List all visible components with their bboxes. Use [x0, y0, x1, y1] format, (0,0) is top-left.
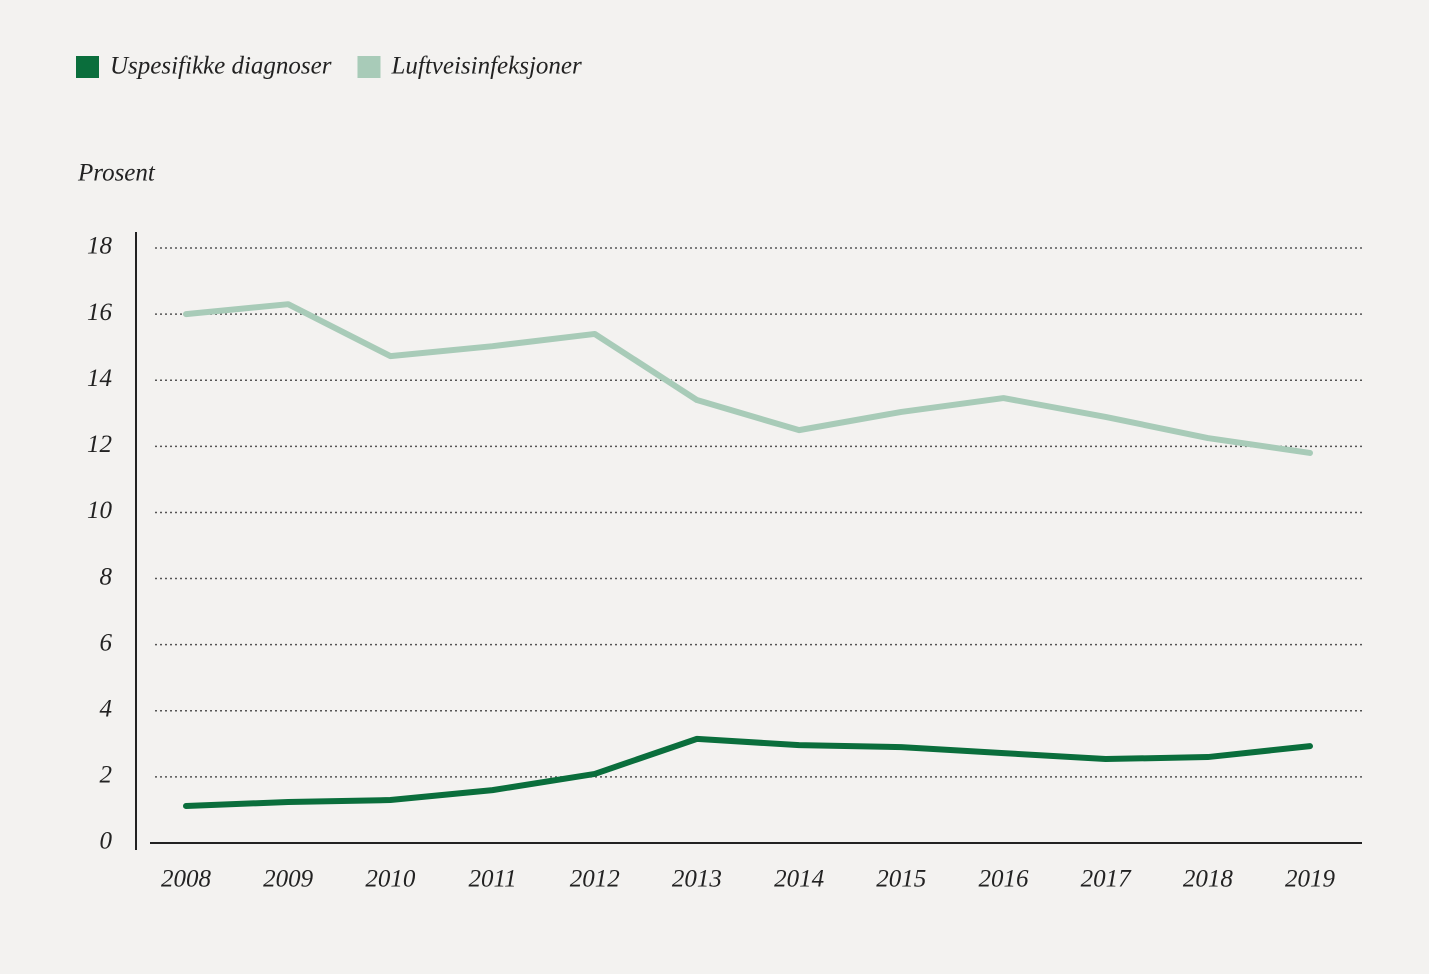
y-tick-label: 0: [100, 828, 113, 855]
y-tick-label: 6: [100, 629, 113, 656]
x-tick-label: 2011: [468, 866, 516, 893]
x-tick-label: 2018: [1183, 866, 1234, 893]
series-line: [183, 735, 1313, 809]
legend-swatch: [357, 56, 381, 78]
y-tick-label: 8: [100, 563, 113, 590]
y-tick-label: 14: [87, 365, 112, 392]
x-tick-label: 2017: [1081, 866, 1133, 893]
x-tick-label: 2016: [978, 866, 1029, 893]
x-tick-label: 2008: [161, 866, 212, 893]
y-tick-label: 2: [100, 762, 113, 789]
x-tick-label: 2014: [774, 866, 824, 893]
x-tick-label: 2019: [1285, 866, 1336, 893]
y-axis-title: Prosent: [77, 160, 156, 187]
legend-swatch: [76, 56, 99, 78]
legend-label: Uspesifikke diagnoser: [110, 53, 332, 80]
legend-label: Luftveisinfeksjoner: [390, 53, 582, 80]
y-tick-label: 16: [87, 299, 113, 326]
y-tick-label: 18: [87, 233, 113, 260]
x-tick-label: 2013: [672, 866, 722, 893]
y-tick-label: 12: [87, 431, 112, 458]
x-tick-label: 2012: [570, 866, 620, 893]
x-tick-label: 2010: [365, 866, 416, 893]
x-tick-label: 2015: [876, 866, 926, 893]
y-tick-label: 4: [100, 696, 113, 723]
y-tick-label: 10: [87, 497, 113, 524]
x-tick-label: 2009: [263, 866, 314, 893]
series-line: [183, 301, 1313, 456]
